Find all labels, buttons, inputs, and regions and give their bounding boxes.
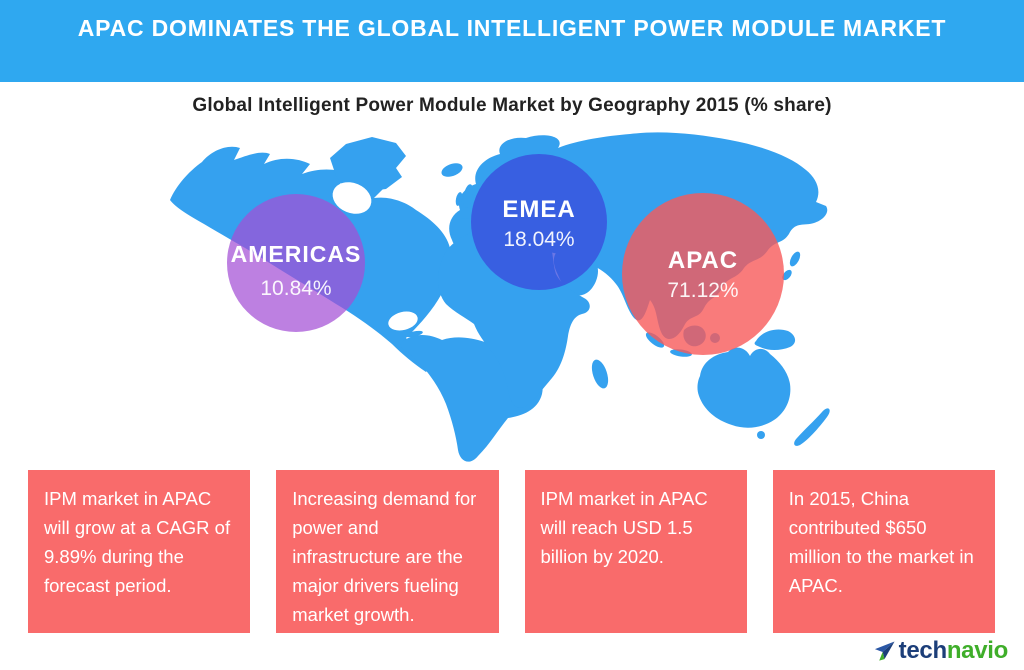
greenland-shape	[330, 137, 406, 192]
hudson-bay-cutout	[332, 182, 372, 214]
paper-plane-icon	[874, 640, 895, 661]
bubble-value-emea: 18.04%	[503, 228, 574, 251]
bubble-label-americas: AMERICAS	[231, 241, 362, 267]
fact-box-drivers: Increasing demand for power and infrastr…	[276, 470, 499, 633]
tasmania-shape	[757, 431, 765, 439]
fact-text: IPM market in APAC will reach USD 1.5 bi…	[540, 488, 708, 567]
bubble-apac	[622, 193, 784, 355]
header-banner: APAC DOMINATES THE GLOBAL INTELLIGENT PO…	[0, 0, 1024, 82]
fact-box-forecast: IPM market in APAC will reach USD 1.5 bi…	[524, 470, 747, 633]
madagascar-shape	[591, 359, 609, 389]
bubble-emea	[471, 154, 607, 290]
iberia-shape	[452, 218, 473, 238]
chart-title: Global Intelligent Power Module Market b…	[192, 95, 832, 116]
region-bubbles: AMERICAS 10.84% EMEA 18.04% APAC 71.12%	[227, 154, 784, 355]
sumatra-shape	[645, 332, 665, 348]
gulf-of-mexico-cutout	[388, 311, 418, 331]
logo-text-tech: tech	[898, 637, 947, 664]
fact-box-cagr: IPM market in APAC will grow at a CAGR o…	[28, 470, 251, 633]
fact-box-china: In 2015, China contributed $650 million …	[772, 470, 995, 633]
fact-text: Increasing demand for power and infrastr…	[292, 488, 477, 625]
bubble-americas	[227, 194, 365, 332]
fact-text: IPM market in APAC will grow at a CAGR o…	[44, 488, 231, 596]
bubble-label-emea: EMEA	[502, 196, 575, 223]
iceland-shape	[441, 163, 463, 177]
technavio-logo: technavio	[873, 637, 1008, 665]
bubble-label-apac: APAC	[668, 247, 738, 274]
cuba-shape	[405, 330, 423, 338]
japan-south-shape	[782, 269, 792, 281]
ireland-shape	[455, 192, 463, 206]
japan-shape	[789, 251, 801, 267]
new-guinea-shape	[754, 329, 796, 350]
bubble-value-apac: 71.12%	[667, 279, 738, 302]
britain-shape	[462, 184, 474, 208]
australia-shape	[697, 347, 791, 428]
page-title: APAC DOMINATES THE GLOBAL INTELLIGENT PO…	[77, 15, 947, 41]
sea-cutouts	[332, 182, 418, 331]
logo-text-navio: navio	[946, 637, 1008, 664]
bubble-value-americas: 10.84%	[260, 277, 331, 300]
new-zealand-shape	[794, 408, 830, 446]
fact-text: In 2015, China contributed $650 million …	[788, 488, 974, 596]
fact-boxes: IPM market in APAC will grow at a CAGR o…	[28, 470, 995, 633]
